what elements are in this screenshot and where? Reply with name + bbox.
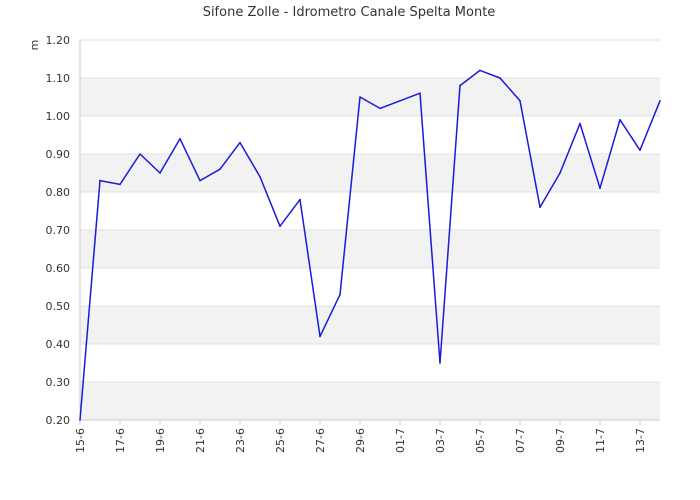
data-point [319,335,321,338]
background-band [80,78,660,116]
data-point [419,92,421,94]
series-line [79,69,661,421]
data-point [339,293,341,296]
data-point [659,100,661,102]
data-point [519,100,521,102]
data-point [299,198,301,201]
data-point [619,119,621,121]
y-tick-label: 1.10 [46,72,71,85]
y-tick-label: 0.30 [46,376,71,389]
background-band [80,306,660,344]
data-point [79,419,81,421]
x-tick-label: 17-6 [114,428,127,453]
x-tick-label: 29-6 [354,428,367,453]
series-group [79,69,661,421]
plot-background-bands [80,78,660,420]
x-tick-label: 19-6 [154,428,167,453]
x-tick-label: 11-7 [594,428,607,453]
y-tick-label: 0.20 [46,414,71,427]
data-point [139,153,141,155]
data-point [119,183,121,186]
chart-title: Sifone Zolle - Idrometro Canale Spelta M… [203,5,496,20]
x-tick-label: 13-7 [634,428,647,453]
data-point [359,96,361,98]
data-point [159,172,161,174]
x-tick-label: 15-6 [74,428,87,453]
x-tick-label: 07-7 [514,428,527,453]
x-tick-label: 25-6 [274,428,287,453]
x-tick-label: 23-6 [234,428,247,453]
data-point [459,84,461,87]
background-band [80,154,660,192]
y-tick-labels: 0.20 0.30 0.40 0.50 0.60 0.70 0.80 0.90 1.00 1.10… [46,34,71,427]
data-point [199,179,201,182]
data-point [499,77,501,79]
data-point [219,168,221,170]
y-axis-label: m [28,40,41,51]
x-tick-label: 21-6 [194,428,207,453]
data-point [539,206,541,208]
background-band [80,230,660,268]
data-point [479,69,481,72]
y-tick-label: 0.80 [46,186,71,199]
background-band [80,382,660,420]
x-tick-labels: 15-6 17-6 19-6 21-6 23-6 25-6 27-6 29-6 01-7 03-7… [74,420,647,453]
data-point [639,149,641,151]
y-tick-label: 1.00 [46,110,71,123]
x-tick-label: 09-7 [554,428,567,453]
x-tick-label: 05-7 [474,428,487,453]
y-tick-label: 0.60 [46,262,71,275]
data-point [399,100,401,102]
data-point [99,179,101,182]
data-point [239,141,241,144]
x-tick-label: 01-7 [394,428,407,453]
y-tick-label: 1.20 [46,34,71,47]
y-tick-label: 0.70 [46,224,71,237]
y-tick-label: 0.40 [46,338,71,351]
data-point [579,122,581,125]
data-point [599,187,601,189]
y-tick-label: 0.50 [46,300,71,313]
data-point [279,225,281,227]
data-point [179,138,181,140]
data-point [559,172,561,174]
data-point [379,107,381,110]
gridlines [80,39,660,421]
x-tick-label: 27-6 [314,428,327,453]
data-point [259,176,261,178]
x-tick-label: 03-7 [434,428,447,453]
axes [79,40,660,421]
y-tick-label: 0.90 [46,148,71,161]
data-point [439,362,441,364]
